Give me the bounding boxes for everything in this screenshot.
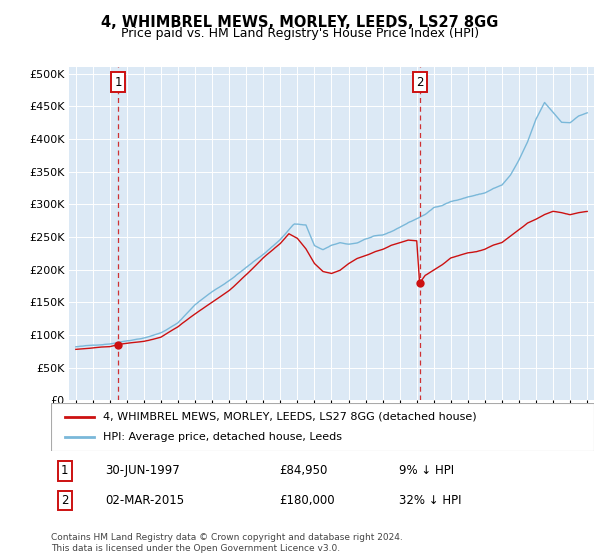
Text: 02-MAR-2015: 02-MAR-2015 [106, 494, 184, 507]
Text: 2: 2 [61, 494, 68, 507]
Text: HPI: Average price, detached house, Leeds: HPI: Average price, detached house, Leed… [103, 432, 341, 442]
Text: 9% ↓ HPI: 9% ↓ HPI [398, 464, 454, 478]
Text: 2: 2 [416, 76, 424, 88]
Text: 1: 1 [115, 76, 122, 88]
Text: £84,950: £84,950 [279, 464, 328, 478]
Text: Price paid vs. HM Land Registry's House Price Index (HPI): Price paid vs. HM Land Registry's House … [121, 27, 479, 40]
Text: 4, WHIMBREL MEWS, MORLEY, LEEDS, LS27 8GG (detached house): 4, WHIMBREL MEWS, MORLEY, LEEDS, LS27 8G… [103, 412, 476, 422]
Text: £180,000: £180,000 [279, 494, 335, 507]
Text: 4, WHIMBREL MEWS, MORLEY, LEEDS, LS27 8GG: 4, WHIMBREL MEWS, MORLEY, LEEDS, LS27 8G… [101, 15, 499, 30]
Text: Contains HM Land Registry data © Crown copyright and database right 2024.
This d: Contains HM Land Registry data © Crown c… [51, 533, 403, 553]
Text: 1: 1 [61, 464, 68, 478]
Text: 30-JUN-1997: 30-JUN-1997 [106, 464, 180, 478]
Text: 32% ↓ HPI: 32% ↓ HPI [398, 494, 461, 507]
